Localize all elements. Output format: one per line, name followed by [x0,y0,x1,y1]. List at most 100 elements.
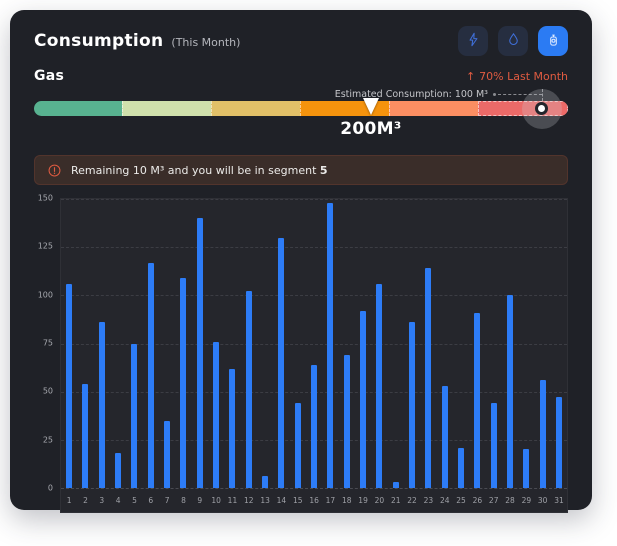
bar-day-17[interactable] [327,202,334,488]
x-tick-31: 31 [554,496,564,505]
bar-day-23[interactable] [425,268,432,488]
title-group: Consumption (This Month) [34,31,240,51]
bar-day-8[interactable] [180,278,187,488]
bar-day-28[interactable] [507,295,514,488]
chart-column-16 [306,199,322,488]
y-tick-75: 75 [42,338,53,348]
bar-day-4[interactable] [115,453,122,488]
bar-day-1[interactable] [66,283,73,488]
bar-day-16[interactable] [311,364,318,488]
electricity-button[interactable] [458,26,488,56]
bar-day-12[interactable] [245,291,252,488]
gauge-value-row: 200M³ [34,119,568,145]
bar-day-30[interactable] [539,380,546,488]
gas-button[interactable] [538,26,568,56]
current-consumption-marker [362,98,379,115]
bar-day-10[interactable] [213,341,220,488]
gridline-125 [61,247,567,249]
x-tick-27: 27 [488,496,499,505]
bar-day-5[interactable] [131,343,138,488]
bar-day-15[interactable] [294,403,301,488]
gauge-segment-2 [122,101,211,116]
chart-column-30 [535,199,551,488]
gauge-segment-5 [389,101,478,116]
bar-day-7[interactable] [164,420,171,488]
chart-column-17 [322,199,338,488]
x-tick-19: 19 [358,496,368,505]
x-tick-1: 1 [66,496,72,505]
chart-column-9 [192,199,208,488]
bar-day-11[interactable] [229,368,236,488]
bar-day-6[interactable] [147,262,154,488]
y-tick-125: 125 [37,241,53,251]
bar-day-29[interactable] [523,449,530,488]
consumption-card: Consumption (This Month) Gas [10,10,592,513]
trend-text: 70% Last Month [479,69,568,83]
chart-column-7 [159,199,175,488]
trend-indicator: ↑ 70% Last Month [466,70,568,83]
chart-column-28 [502,199,518,488]
chart-column-1 [61,199,77,488]
x-tick-14: 14 [276,496,287,505]
chart-column-23 [420,199,436,488]
x-tick-6: 6 [148,496,154,505]
current-consumption-value: 200M³ [340,119,402,139]
x-tick-18: 18 [341,496,352,505]
bar-day-21[interactable] [392,482,399,488]
bar-day-9[interactable] [196,218,203,488]
bar-day-18[interactable] [343,355,350,488]
chart-column-25 [453,199,469,488]
chart-column-27 [486,199,502,488]
warning-banner: Remaining 10 M³ and you will be in segme… [34,155,568,185]
warning-text: Remaining 10 M³ and you will be in segme… [71,164,328,177]
bar-day-19[interactable] [360,310,367,488]
bar-day-25[interactable] [458,447,465,488]
bar-day-20[interactable] [376,283,383,488]
x-tick-21: 21 [390,496,401,505]
x-tick-11: 11 [227,496,238,505]
chart-column-11 [224,199,240,488]
gridline-150 [61,199,567,200]
chart-column-21 [388,199,404,488]
chart-column-2 [77,199,93,488]
bar-day-14[interactable] [278,237,285,488]
bar-day-26[interactable] [474,312,481,488]
x-tick-23: 23 [423,496,434,505]
y-tick-50: 50 [42,386,53,396]
x-tick-28: 28 [505,496,515,505]
leader-vertical-dash [541,89,543,101]
gauge-segment-1 [34,101,122,116]
card-header: Consumption (This Month) [34,24,568,58]
y-tick-25: 25 [42,435,53,445]
gas-row: Gas ↑ 70% Last Month [34,66,568,86]
x-tick-13: 13 [260,496,270,505]
x-tick-3: 3 [99,496,105,505]
bar-day-24[interactable] [441,385,448,488]
bar-day-13[interactable] [262,476,269,488]
arrow-up-icon: ↑ [465,69,476,83]
bar-day-31[interactable] [556,397,562,488]
y-tick-150: 150 [37,193,53,203]
chart-plot-area [61,199,567,489]
chart-column-4 [110,199,126,488]
page-title: Consumption [34,31,164,51]
water-button[interactable] [498,26,528,56]
x-tick-29: 29 [521,496,532,505]
bar-day-27[interactable] [490,403,497,488]
x-tick-15: 15 [292,496,303,505]
bar-day-3[interactable] [98,322,105,488]
chart-column-29 [518,199,534,488]
gridline-100 [61,295,567,297]
bar-day-2[interactable] [82,383,89,488]
x-tick-9: 9 [197,496,203,505]
warning-message: Remaining 10 M³ and you will be in segme… [71,163,317,177]
estimated-consumption-label: Estimated Consumption: 100 M³ [334,88,488,100]
estimate-label-row: Estimated Consumption: 100 M³ [34,87,568,101]
consumption-gauge [34,88,568,129]
x-tick-4: 4 [115,496,121,505]
chart-column-15 [290,199,306,488]
x-tick-12: 12 [244,496,254,505]
chart-column-14 [273,199,289,488]
bar-day-22[interactable] [409,322,416,488]
chart-y-axis: 0 25 50 75 100 125 150 [34,194,60,493]
